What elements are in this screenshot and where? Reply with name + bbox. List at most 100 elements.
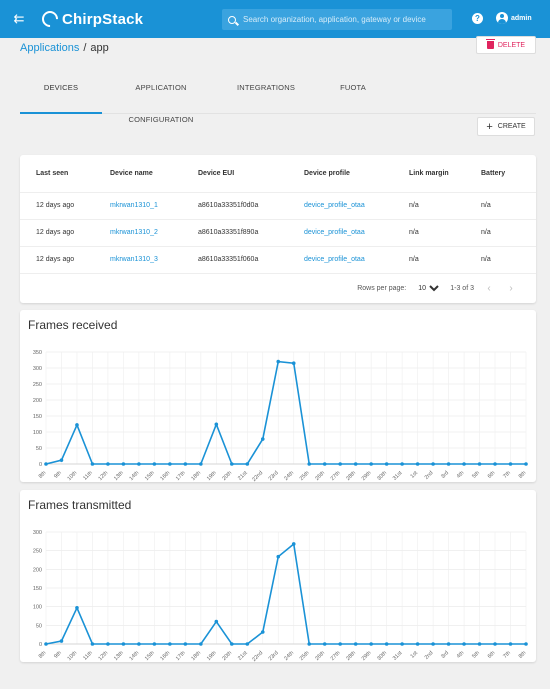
cell-device-name-link[interactable]: mkrwan1310_1 bbox=[94, 192, 182, 220]
data-point[interactable] bbox=[44, 642, 48, 646]
data-point[interactable] bbox=[477, 642, 482, 646]
user-menu[interactable]: admin bbox=[496, 12, 532, 24]
table-row[interactable]: 12 days ago mkrwan1310_3 a8610a33351f060… bbox=[20, 246, 536, 274]
data-point[interactable] bbox=[90, 642, 95, 646]
data-point[interactable] bbox=[44, 462, 48, 466]
data-point[interactable] bbox=[214, 422, 219, 427]
data-point[interactable] bbox=[353, 462, 358, 466]
data-point[interactable] bbox=[291, 542, 296, 546]
data-point[interactable] bbox=[260, 630, 265, 634]
brand-logo[interactable]: ChirpStack bbox=[38, 7, 143, 31]
data-point[interactable] bbox=[276, 359, 281, 364]
data-point[interactable] bbox=[106, 462, 110, 466]
x-tick-label: 5th bbox=[471, 470, 481, 480]
data-point[interactable] bbox=[291, 361, 296, 365]
global-search[interactable] bbox=[222, 9, 452, 30]
data-point[interactable] bbox=[245, 462, 250, 466]
tab-integrations[interactable]: INTEGRATIONS bbox=[236, 82, 296, 92]
data-point[interactable] bbox=[431, 642, 435, 646]
data-point[interactable] bbox=[322, 462, 327, 466]
column-header-last-seen[interactable]: Last seen bbox=[20, 155, 94, 193]
data-point[interactable] bbox=[415, 462, 420, 466]
data-point[interactable] bbox=[446, 642, 451, 646]
data-point[interactable] bbox=[477, 462, 482, 466]
column-header-device-profile[interactable]: Device profile bbox=[288, 155, 393, 193]
data-point[interactable] bbox=[493, 462, 497, 466]
data-point[interactable] bbox=[183, 642, 188, 646]
data-point[interactable] bbox=[338, 462, 342, 466]
column-header-device-eui[interactable]: Device EUI bbox=[182, 155, 288, 193]
data-point[interactable] bbox=[446, 462, 451, 466]
data-point[interactable] bbox=[508, 462, 513, 466]
data-point[interactable] bbox=[230, 642, 234, 646]
delete-button[interactable]: DELETE bbox=[476, 36, 536, 54]
data-point[interactable] bbox=[121, 642, 126, 646]
cell-link-margin: n/a bbox=[393, 219, 465, 247]
cell-device-name-link[interactable]: mkrwan1310_3 bbox=[94, 246, 182, 274]
data-point[interactable] bbox=[524, 462, 528, 466]
data-point[interactable] bbox=[90, 462, 95, 466]
data-point[interactable] bbox=[353, 642, 358, 646]
search-input[interactable] bbox=[243, 15, 443, 24]
data-point[interactable] bbox=[307, 462, 312, 466]
data-point[interactable] bbox=[152, 462, 157, 466]
y-tick-label: 200 bbox=[33, 567, 42, 573]
data-point[interactable] bbox=[276, 554, 281, 559]
data-point[interactable] bbox=[415, 642, 420, 646]
data-point[interactable] bbox=[59, 639, 64, 643]
data-point[interactable] bbox=[307, 642, 312, 646]
cell-device-profile-link[interactable]: device_profile_otaa bbox=[288, 246, 393, 274]
data-point[interactable] bbox=[199, 642, 203, 646]
rows-per-page-select[interactable]: 10 bbox=[414, 284, 443, 293]
help-icon[interactable]: ? bbox=[472, 13, 483, 24]
data-point[interactable] bbox=[338, 642, 342, 646]
data-point[interactable] bbox=[431, 462, 435, 466]
data-point[interactable] bbox=[106, 642, 110, 646]
table-row[interactable]: 12 days ago mkrwan1310_1 a8610a33351f0d0… bbox=[20, 192, 536, 220]
data-point[interactable] bbox=[137, 642, 141, 646]
data-point[interactable] bbox=[183, 462, 188, 466]
data-point[interactable] bbox=[59, 458, 64, 462]
column-header-device-name[interactable]: Device name bbox=[94, 155, 182, 193]
cell-device-name-link[interactable]: mkrwan1310_2 bbox=[94, 219, 182, 247]
data-point[interactable] bbox=[508, 642, 513, 646]
data-point[interactable] bbox=[400, 462, 404, 466]
column-header-battery[interactable]: Battery bbox=[465, 155, 536, 193]
app-bar: ⇇ ChirpStack ? admin bbox=[0, 0, 550, 38]
data-point[interactable] bbox=[168, 642, 172, 646]
data-point[interactable] bbox=[75, 605, 79, 610]
tab-devices[interactable]: DEVICES bbox=[20, 72, 102, 114]
menu-toggle-button[interactable]: ⇇ bbox=[13, 11, 25, 26]
table-row[interactable]: 12 days ago mkrwan1310_2 a8610a33351f890… bbox=[20, 219, 536, 247]
data-point[interactable] bbox=[493, 642, 497, 646]
data-point[interactable] bbox=[400, 642, 404, 646]
data-point[interactable] bbox=[260, 437, 265, 441]
data-point[interactable] bbox=[245, 642, 250, 646]
data-point[interactable] bbox=[214, 619, 219, 624]
data-point[interactable] bbox=[137, 462, 141, 466]
data-point[interactable] bbox=[168, 462, 172, 466]
tab-application-configuration[interactable]: APPLICATION CONFIGURATION bbox=[128, 82, 194, 124]
y-tick-label: 50 bbox=[36, 446, 42, 452]
previous-page-icon[interactable]: ‹ bbox=[487, 283, 491, 294]
column-header-link-margin[interactable]: Link margin bbox=[393, 155, 465, 193]
data-point[interactable] bbox=[230, 462, 234, 466]
data-point[interactable] bbox=[121, 462, 126, 466]
data-point[interactable] bbox=[199, 462, 203, 466]
tab-fuota[interactable]: FUOTA bbox=[340, 82, 366, 92]
data-point[interactable] bbox=[75, 423, 79, 427]
data-point[interactable] bbox=[384, 462, 389, 466]
data-point[interactable] bbox=[152, 642, 157, 646]
data-point[interactable] bbox=[524, 642, 528, 646]
data-point[interactable] bbox=[462, 642, 466, 646]
breadcrumb-applications-link[interactable]: Applications bbox=[20, 42, 80, 54]
next-page-icon[interactable]: › bbox=[509, 283, 513, 294]
create-button[interactable]: + CREATE bbox=[477, 117, 535, 136]
data-point[interactable] bbox=[462, 462, 466, 466]
data-point[interactable] bbox=[369, 462, 373, 466]
data-point[interactable] bbox=[384, 642, 389, 646]
cell-device-profile-link[interactable]: device_profile_otaa bbox=[288, 192, 393, 220]
data-point[interactable] bbox=[322, 642, 327, 646]
data-point[interactable] bbox=[369, 642, 373, 646]
cell-device-profile-link[interactable]: device_profile_otaa bbox=[288, 219, 393, 247]
